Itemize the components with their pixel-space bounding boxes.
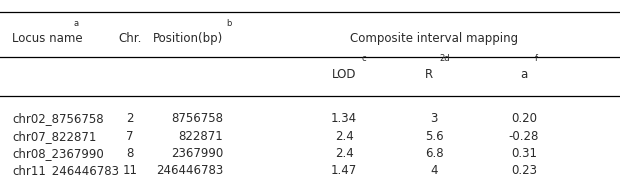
Text: 2367990: 2367990 bbox=[171, 147, 223, 161]
Text: Composite interval mapping: Composite interval mapping bbox=[350, 32, 518, 45]
Text: 0.23: 0.23 bbox=[511, 164, 537, 177]
Text: 7: 7 bbox=[126, 130, 134, 143]
Text: 6.8: 6.8 bbox=[425, 147, 443, 161]
Text: 3: 3 bbox=[430, 112, 438, 125]
Text: chr11_246446783: chr11_246446783 bbox=[12, 164, 120, 177]
Text: 2d: 2d bbox=[439, 54, 450, 63]
Text: 1.47: 1.47 bbox=[331, 164, 357, 177]
Text: a: a bbox=[520, 68, 528, 81]
Text: chr08_2367990: chr08_2367990 bbox=[12, 147, 104, 161]
Text: Position(bp): Position(bp) bbox=[153, 32, 223, 45]
Text: b: b bbox=[226, 19, 232, 27]
Text: 4: 4 bbox=[430, 164, 438, 177]
Text: 2.4: 2.4 bbox=[335, 130, 353, 143]
Text: 8756758: 8756758 bbox=[171, 112, 223, 125]
Text: 0.31: 0.31 bbox=[511, 147, 537, 161]
Text: 5.6: 5.6 bbox=[425, 130, 443, 143]
Text: 1.34: 1.34 bbox=[331, 112, 357, 125]
Text: 2.4: 2.4 bbox=[335, 147, 353, 161]
Text: chr02_8756758: chr02_8756758 bbox=[12, 112, 104, 125]
Text: c: c bbox=[361, 54, 366, 63]
Text: 8: 8 bbox=[126, 147, 134, 161]
Text: f: f bbox=[535, 54, 538, 63]
Text: LOD: LOD bbox=[332, 68, 356, 81]
Text: -0.28: -0.28 bbox=[509, 130, 539, 143]
Text: 11: 11 bbox=[123, 164, 138, 177]
Text: Locus name: Locus name bbox=[12, 32, 83, 45]
Text: chr07_822871: chr07_822871 bbox=[12, 130, 97, 143]
Text: 0.20: 0.20 bbox=[511, 112, 537, 125]
Text: 822871: 822871 bbox=[179, 130, 223, 143]
Text: a: a bbox=[73, 19, 78, 27]
Text: 246446783: 246446783 bbox=[156, 164, 223, 177]
Text: 2: 2 bbox=[126, 112, 134, 125]
Text: R: R bbox=[425, 68, 433, 81]
Text: Chr.: Chr. bbox=[118, 32, 142, 45]
